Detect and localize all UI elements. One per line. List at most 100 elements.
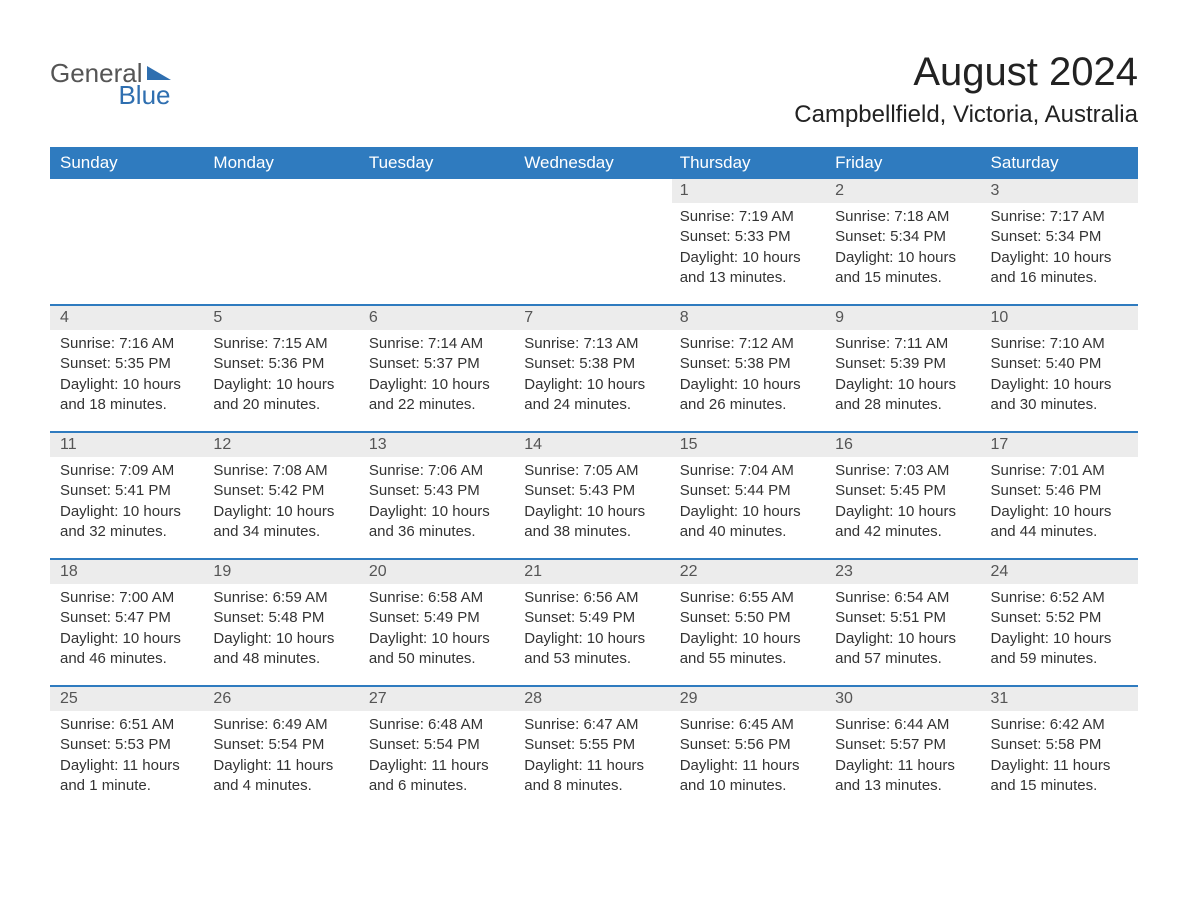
sunrise-line: Sunrise: 7:10 AM (991, 334, 1130, 354)
calendar-body: 123Sunrise: 7:19 AMSunset: 5:33 PMDaylig… (50, 179, 1138, 813)
daylight-line: Daylight: 10 hours and 50 minutes. (369, 629, 508, 670)
sunrise-line: Sunrise: 7:18 AM (835, 207, 974, 227)
day-number-cell: 29 (672, 686, 827, 711)
month-title: August 2024 (794, 50, 1138, 95)
sunset-line: Sunset: 5:51 PM (835, 608, 974, 628)
dh-fri: Friday (827, 147, 982, 179)
day-content-cell: Sunrise: 6:54 AMSunset: 5:51 PMDaylight:… (827, 584, 982, 686)
sunset-line: Sunset: 5:47 PM (60, 608, 197, 628)
day-content-cell: Sunrise: 7:04 AMSunset: 5:44 PMDaylight:… (672, 457, 827, 559)
day-number-cell (516, 179, 671, 203)
daylight-line: Daylight: 10 hours and 16 minutes. (991, 248, 1130, 289)
day-content-cell: Sunrise: 7:18 AMSunset: 5:34 PMDaylight:… (827, 203, 982, 305)
sunset-line: Sunset: 5:43 PM (524, 481, 663, 501)
sunrise-line: Sunrise: 7:05 AM (524, 461, 663, 481)
day-header-row: Sunday Monday Tuesday Wednesday Thursday… (50, 147, 1138, 179)
dh-thu: Thursday (672, 147, 827, 179)
dh-sun: Sunday (50, 147, 205, 179)
sunrise-line: Sunrise: 7:01 AM (991, 461, 1130, 481)
day-number-cell: 16 (827, 432, 982, 457)
day-content-cell: Sunrise: 7:03 AMSunset: 5:45 PMDaylight:… (827, 457, 982, 559)
day-number-cell: 7 (516, 305, 671, 330)
daylight-line: Daylight: 11 hours and 4 minutes. (213, 756, 352, 797)
day-content-cell: Sunrise: 6:47 AMSunset: 5:55 PMDaylight:… (516, 711, 671, 813)
day-number-cell: 24 (983, 559, 1138, 584)
day-number-cell: 12 (205, 432, 360, 457)
daylight-line: Daylight: 10 hours and 48 minutes. (213, 629, 352, 670)
sunset-line: Sunset: 5:42 PM (213, 481, 352, 501)
sunrise-line: Sunrise: 6:42 AM (991, 715, 1130, 735)
calendar-table: Sunday Monday Tuesday Wednesday Thursday… (50, 147, 1138, 813)
logo-triangle-icon (147, 66, 171, 80)
sunrise-line: Sunrise: 6:44 AM (835, 715, 974, 735)
daylight-line: Daylight: 10 hours and 46 minutes. (60, 629, 197, 670)
content-row: Sunrise: 7:19 AMSunset: 5:33 PMDaylight:… (50, 203, 1138, 305)
day-content-cell (516, 203, 671, 305)
day-number-cell (50, 179, 205, 203)
day-number-cell: 4 (50, 305, 205, 330)
daylight-line: Daylight: 10 hours and 57 minutes. (835, 629, 974, 670)
sunset-line: Sunset: 5:35 PM (60, 354, 197, 374)
daylight-line: Daylight: 10 hours and 30 minutes. (991, 375, 1130, 416)
day-number-cell: 30 (827, 686, 982, 711)
sunset-line: Sunset: 5:45 PM (835, 481, 974, 501)
day-number-cell: 25 (50, 686, 205, 711)
sunset-line: Sunset: 5:58 PM (991, 735, 1130, 755)
day-content-cell: Sunrise: 7:16 AMSunset: 5:35 PMDaylight:… (50, 330, 205, 432)
daynum-row: 11121314151617 (50, 432, 1138, 457)
day-number-cell: 2 (827, 179, 982, 203)
sunrise-line: Sunrise: 6:47 AM (524, 715, 663, 735)
sunset-line: Sunset: 5:39 PM (835, 354, 974, 374)
day-content-cell: Sunrise: 7:13 AMSunset: 5:38 PMDaylight:… (516, 330, 671, 432)
daylight-line: Daylight: 10 hours and 18 minutes. (60, 375, 197, 416)
daylight-line: Daylight: 11 hours and 10 minutes. (680, 756, 819, 797)
day-content-cell: Sunrise: 6:52 AMSunset: 5:52 PMDaylight:… (983, 584, 1138, 686)
day-number-cell: 19 (205, 559, 360, 584)
sunset-line: Sunset: 5:38 PM (680, 354, 819, 374)
day-number-cell: 13 (361, 432, 516, 457)
day-number-cell: 27 (361, 686, 516, 711)
day-number-cell: 31 (983, 686, 1138, 711)
sunset-line: Sunset: 5:56 PM (680, 735, 819, 755)
sunset-line: Sunset: 5:54 PM (213, 735, 352, 755)
sunrise-line: Sunrise: 7:04 AM (680, 461, 819, 481)
day-content-cell: Sunrise: 7:11 AMSunset: 5:39 PMDaylight:… (827, 330, 982, 432)
sunset-line: Sunset: 5:34 PM (991, 227, 1130, 247)
sunset-line: Sunset: 5:52 PM (991, 608, 1130, 628)
day-content-cell: Sunrise: 7:12 AMSunset: 5:38 PMDaylight:… (672, 330, 827, 432)
daylight-line: Daylight: 10 hours and 59 minutes. (991, 629, 1130, 670)
day-number-cell: 22 (672, 559, 827, 584)
sunset-line: Sunset: 5:37 PM (369, 354, 508, 374)
day-number-cell: 21 (516, 559, 671, 584)
sunrise-line: Sunrise: 6:48 AM (369, 715, 508, 735)
daylight-line: Daylight: 10 hours and 32 minutes. (60, 502, 197, 543)
day-content-cell: Sunrise: 7:09 AMSunset: 5:41 PMDaylight:… (50, 457, 205, 559)
day-number-cell: 23 (827, 559, 982, 584)
daylight-line: Daylight: 11 hours and 8 minutes. (524, 756, 663, 797)
content-row: Sunrise: 6:51 AMSunset: 5:53 PMDaylight:… (50, 711, 1138, 813)
daylight-line: Daylight: 10 hours and 26 minutes. (680, 375, 819, 416)
day-content-cell: Sunrise: 6:49 AMSunset: 5:54 PMDaylight:… (205, 711, 360, 813)
day-content-cell: Sunrise: 6:55 AMSunset: 5:50 PMDaylight:… (672, 584, 827, 686)
sunset-line: Sunset: 5:46 PM (991, 481, 1130, 501)
location-text: Campbellfield, Victoria, Australia (794, 101, 1138, 129)
sunset-line: Sunset: 5:41 PM (60, 481, 197, 501)
sunset-line: Sunset: 5:54 PM (369, 735, 508, 755)
day-number-cell: 18 (50, 559, 205, 584)
sunrise-line: Sunrise: 7:12 AM (680, 334, 819, 354)
sunrise-line: Sunrise: 6:56 AM (524, 588, 663, 608)
content-row: Sunrise: 7:16 AMSunset: 5:35 PMDaylight:… (50, 330, 1138, 432)
daylight-line: Daylight: 10 hours and 34 minutes. (213, 502, 352, 543)
daylight-line: Daylight: 10 hours and 40 minutes. (680, 502, 819, 543)
day-content-cell (205, 203, 360, 305)
sunset-line: Sunset: 5:49 PM (524, 608, 663, 628)
sunset-line: Sunset: 5:43 PM (369, 481, 508, 501)
daylight-line: Daylight: 10 hours and 24 minutes. (524, 375, 663, 416)
daylight-line: Daylight: 10 hours and 28 minutes. (835, 375, 974, 416)
daylight-line: Daylight: 10 hours and 20 minutes. (213, 375, 352, 416)
sunset-line: Sunset: 5:34 PM (835, 227, 974, 247)
daylight-line: Daylight: 11 hours and 6 minutes. (369, 756, 508, 797)
dh-tue: Tuesday (361, 147, 516, 179)
sunrise-line: Sunrise: 7:08 AM (213, 461, 352, 481)
day-number-cell: 10 (983, 305, 1138, 330)
